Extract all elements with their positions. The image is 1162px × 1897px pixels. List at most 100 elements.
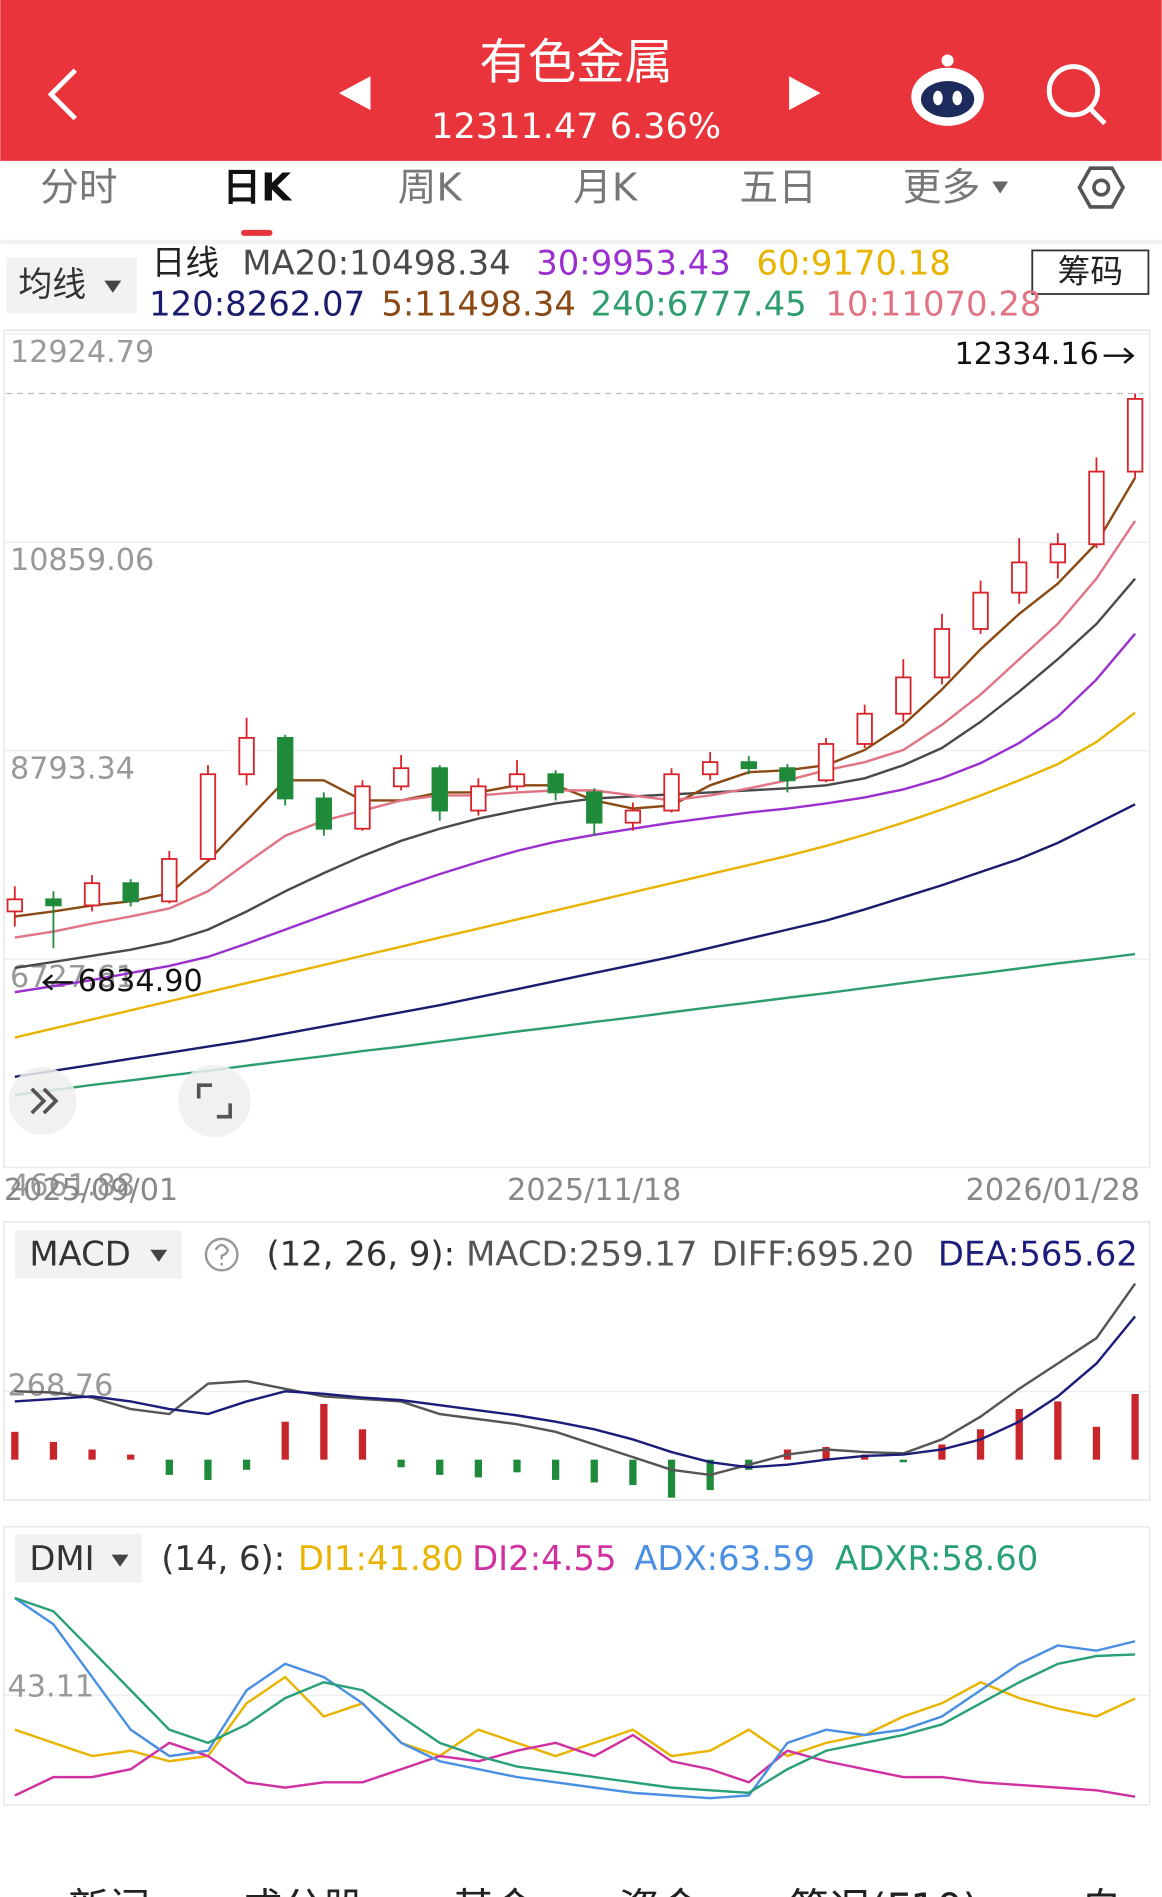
robot-eye: [952, 90, 963, 106]
candle-body: [933, 628, 951, 679]
tab[interactable]: 月K: [573, 165, 639, 210]
candle-body: [1011, 561, 1028, 594]
macd-params: (12, 26, 9):: [266, 1234, 455, 1273]
macd-bar: [397, 1459, 405, 1468]
dropdown-arrow: [104, 280, 122, 293]
bottom-tab[interactable]: 成分股: [241, 1885, 364, 1897]
main-panel: [3, 329, 1151, 1169]
robot-eye: [933, 90, 943, 106]
subtitle: 12311.47 6.36%: [431, 106, 721, 147]
macd-bar: [127, 1454, 135, 1460]
legend-entry: 120:8262.07: [149, 285, 365, 324]
legend-entry: DEA:565.62: [938, 1234, 1138, 1273]
tab[interactable]: 周K: [398, 165, 464, 210]
y-tick-label: 8793.34: [10, 752, 135, 787]
candle-body: [856, 712, 873, 745]
settings-hole: [1092, 178, 1111, 197]
legend-entry: 10:11070.28: [825, 285, 1041, 324]
indicator-line: [14, 1596, 1136, 1795]
indicator-line: [14, 1282, 1137, 1477]
x-tick-label: 2026/01/28: [966, 1173, 1140, 1208]
indicator-line: [14, 477, 1137, 918]
bottom-tab[interactable]: 自: [1081, 1885, 1122, 1897]
back-button[interactable]: [47, 68, 78, 121]
candle-body: [547, 773, 564, 794]
macd-bar: [281, 1421, 289, 1460]
legend-entry: MACD:259.17: [466, 1234, 697, 1273]
macd-bar: [49, 1441, 58, 1460]
macd-bar: [11, 1431, 19, 1460]
candle-body: [83, 882, 101, 907]
candle-body: [586, 791, 603, 824]
macd-bar: [938, 1444, 946, 1460]
legend-entry: ADX:63.59: [634, 1539, 815, 1578]
search-lens: [1046, 64, 1101, 118]
candle-body: [277, 737, 294, 800]
candle-body: [972, 591, 989, 630]
candle-body: [701, 761, 719, 776]
dropdown-arrow: [150, 1249, 168, 1262]
bottom-tab-bar: [0, 1838, 1162, 1897]
macd-bar: [629, 1459, 637, 1485]
macd-bar: [474, 1459, 483, 1478]
tab[interactable]: 更多: [903, 165, 980, 210]
bottom-tab[interactable]: 基金: [453, 1885, 535, 1897]
assistant-icon[interactable]: [911, 54, 984, 126]
search-button[interactable]: [1046, 64, 1107, 126]
candle-body: [431, 767, 448, 812]
macd-panel: [3, 1221, 1151, 1501]
candle-body: [470, 785, 487, 812]
next-button[interactable]: [789, 76, 821, 111]
low-marker-arrow: [41, 974, 73, 991]
tab-bar: 分时 日K 周K 月K 五日 更多: [40, 165, 980, 236]
candle-body: [122, 882, 139, 903]
y-tick-label: 12924.79: [10, 335, 154, 370]
bottom-tab[interactable]: 资金: [619, 1885, 701, 1897]
legend-entry: 60:9170.18: [756, 243, 951, 282]
candle-body: [663, 773, 680, 812]
legend-entry: DI1:41.80: [298, 1539, 464, 1578]
y-tick-label: 43.11: [8, 1669, 95, 1704]
candle-body: [817, 743, 835, 782]
macd-bar: [1092, 1426, 1101, 1460]
tab[interactable]: 日K: [222, 165, 293, 210]
tab[interactable]: 分时: [40, 165, 117, 210]
macd-bar: [667, 1459, 676, 1498]
candle-body: [45, 898, 62, 907]
bottom-tab[interactable]: 简况(F10): [788, 1885, 978, 1897]
indicator-line: [14, 632, 1137, 994]
macd-bar: [204, 1459, 212, 1480]
dmi-selector-label: DMI: [29, 1539, 94, 1578]
indicator-line: [14, 520, 1137, 939]
candle-body: [238, 737, 255, 776]
tab[interactable]: 五日: [739, 165, 816, 210]
candle-body: [315, 797, 333, 830]
prev-button[interactable]: [339, 76, 371, 111]
settings-button[interactable]: [1077, 166, 1126, 209]
chip-button[interactable]: [1031, 249, 1150, 295]
legend-entry: 30:9953.43: [536, 243, 731, 282]
indicator-line: [14, 711, 1136, 1039]
macd-bar: [976, 1429, 985, 1460]
macd-bar: [88, 1449, 96, 1460]
candle-body: [779, 767, 796, 782]
bottom-tab[interactable]: 新闻: [68, 1885, 150, 1897]
indicator-line: [14, 803, 1136, 1079]
high-marker-arrow: [1103, 347, 1135, 364]
chip-button-label: 筹码: [1058, 252, 1123, 290]
dmi-panel: [3, 1526, 1151, 1806]
ma-period: 日线: [152, 243, 220, 282]
indicator-line: [14, 1315, 1137, 1469]
help-button[interactable]: [204, 1237, 239, 1272]
macd-bar: [1054, 1401, 1062, 1460]
macd-bar: [358, 1429, 367, 1460]
macd-bar: [822, 1447, 830, 1460]
expand-button[interactable]: [178, 1064, 251, 1138]
candle-body: [1126, 398, 1144, 473]
candle-body: [392, 767, 410, 788]
macd-bar: [552, 1459, 560, 1480]
candle-body: [1088, 470, 1105, 546]
macd-bar: [320, 1403, 328, 1460]
x-tick-label: 2025/09/01: [4, 1173, 178, 1208]
candle-body: [895, 676, 912, 715]
